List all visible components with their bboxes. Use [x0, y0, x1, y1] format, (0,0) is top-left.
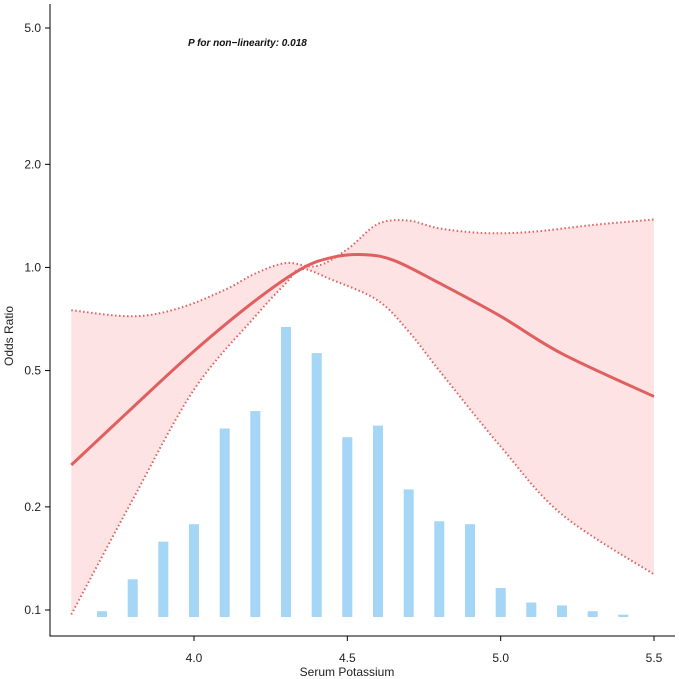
histogram-bar: [495, 588, 506, 617]
axes: 0.1 0.2 0.5 1.0 2.0 5.0 4.0 4.5 5.0 5.5: [24, 4, 675, 665]
histogram-bar: [557, 605, 567, 617]
y-tick-label: 0.5: [24, 364, 41, 378]
histogram-bar: [219, 428, 230, 617]
x-tick-label: 5.5: [646, 651, 663, 665]
y-tick-label: 2.0: [24, 157, 41, 171]
curve-layer: [70, 218, 655, 615]
histogram-bar: [250, 411, 261, 617]
y-tick-label: 1.0: [24, 260, 41, 274]
y-tick-label: 0.2: [24, 500, 41, 514]
histogram-bar: [158, 541, 169, 617]
histogram-bar: [342, 437, 353, 617]
y-tick-label: 5.0: [24, 21, 41, 35]
histogram-bar: [189, 524, 199, 617]
histogram-bar: [403, 489, 414, 617]
histogram-bar: [434, 521, 445, 617]
x-tick-label: 5.0: [492, 651, 509, 665]
lower-ci-line: [70, 267, 655, 615]
histogram-layer: [97, 327, 629, 617]
x-tick-label: 4.0: [186, 651, 203, 665]
histogram-bar: [127, 579, 138, 617]
histogram-bar: [587, 611, 598, 617]
x-tick-label: 4.5: [339, 651, 356, 665]
histogram-bar: [97, 611, 107, 617]
histogram-bar: [618, 614, 629, 617]
odds-ratio-line: [70, 253, 655, 467]
x-axis-title: Serum Potassium: [300, 665, 395, 679]
histogram-bar: [311, 353, 322, 617]
histogram-bar: [465, 524, 475, 617]
histogram-bar: [281, 327, 291, 617]
histogram-bar: [526, 602, 537, 617]
nonlinearity-annotation: P for non−linearity: 0.018: [188, 38, 307, 49]
y-axis-title: Odds Ratio: [2, 306, 16, 366]
confidence-band: [71, 219, 655, 615]
histogram-bar: [373, 425, 383, 617]
upper-ci-line: [71, 218, 655, 318]
y-tick-label: 0.1: [24, 603, 41, 617]
confidence-band-layer: [71, 219, 655, 615]
